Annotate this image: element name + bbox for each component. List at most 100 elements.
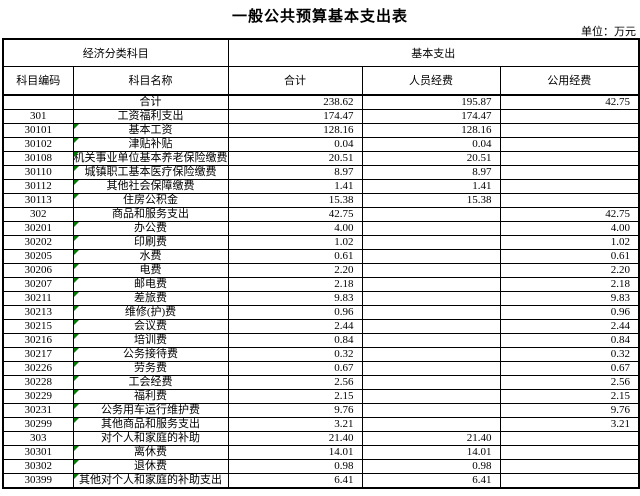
page-title: 一般公共预算基本支出表 xyxy=(231,9,408,25)
cell-total: 6.41 xyxy=(227,473,363,489)
cell-personnel-expense xyxy=(361,221,501,236)
cell-subject-code xyxy=(2,94,74,110)
table-row: 30216 培训费 0.84 0.84 xyxy=(2,333,640,348)
cell-personnel-expense: 1.41 xyxy=(361,179,501,194)
cell-total: 15.38 xyxy=(227,193,363,208)
table-row: 合计 238.62 195.87 42.75 xyxy=(2,94,640,110)
cell-total: 0.04 xyxy=(227,137,363,152)
table-row: 302 商品和服务支出 42.75 42.75 xyxy=(2,207,640,222)
cell-subject-code: 303 xyxy=(2,431,74,446)
cell-personnel-expense: 8.97 xyxy=(361,165,501,180)
cell-total: 2.15 xyxy=(227,389,363,404)
cell-personnel-expense: 14.01 xyxy=(361,445,501,460)
cell-total: 174.47 xyxy=(227,109,363,124)
cell-public-expense: 3.21 xyxy=(499,417,640,432)
cell-subject-code: 30215 xyxy=(2,319,74,334)
cell-personnel-expense xyxy=(361,333,501,348)
cell-public-expense: 0.84 xyxy=(499,333,640,348)
cell-total: 4.00 xyxy=(227,221,363,236)
cell-subject-code: 30101 xyxy=(2,123,74,138)
cell-public-expense xyxy=(499,137,640,152)
header-subject-name: 科目名称 xyxy=(72,65,229,96)
cell-personnel-expense xyxy=(361,403,501,418)
cell-subject-code: 30229 xyxy=(2,389,74,404)
cell-public-expense xyxy=(499,431,640,446)
cell-total: 21.40 xyxy=(227,431,363,446)
table-row: 30302 退休费 0.98 0.98 xyxy=(2,459,640,474)
cell-personnel-expense: 0.98 xyxy=(361,459,501,474)
cell-flag-triangle-icon xyxy=(74,250,79,255)
cell-subject-code: 30206 xyxy=(2,263,74,278)
table-row: 30112 其他社会保障缴费 1.41 1.41 xyxy=(2,179,640,194)
cell-public-expense: 9.83 xyxy=(499,291,640,306)
cell-subject-name: 印刷费 xyxy=(72,235,229,250)
cell-subject-code: 30108 xyxy=(2,151,74,166)
table-row: 30102 津贴补贴 0.04 0.04 xyxy=(2,137,640,152)
header-subject-code: 科目编码 xyxy=(2,65,74,96)
cell-subject-code: 301 xyxy=(2,109,74,124)
cell-subject-code: 30110 xyxy=(2,165,74,180)
cell-public-expense xyxy=(499,109,640,124)
cell-subject-code: 30217 xyxy=(2,347,74,362)
table-row: 30226 劳务费 0.67 0.67 xyxy=(2,361,640,376)
cell-flag-triangle-icon xyxy=(74,194,79,199)
cell-public-expense: 2.15 xyxy=(499,389,640,404)
table-row: 30202 印刷费 1.02 1.02 xyxy=(2,235,640,250)
cell-subject-name: 办公费 xyxy=(72,221,229,236)
table-row: 30206 电费 2.20 2.20 xyxy=(2,263,640,278)
cell-subject-code: 30231 xyxy=(2,403,74,418)
cell-personnel-expense: 20.51 xyxy=(361,151,501,166)
cell-public-expense xyxy=(499,123,640,138)
cell-personnel-expense: 195.87 xyxy=(361,94,501,110)
cell-flag-triangle-icon xyxy=(74,264,79,269)
cell-flag-triangle-icon xyxy=(74,222,79,227)
cell-personnel-expense xyxy=(361,375,501,390)
cell-public-expense xyxy=(499,193,640,208)
cell-subject-code: 30205 xyxy=(2,249,74,264)
cell-public-expense: 42.75 xyxy=(499,207,640,222)
table-row: 30299 其他商品和服务支出 3.21 3.21 xyxy=(2,417,640,432)
cell-subject-name: 其他社会保障缴费 xyxy=(72,179,229,194)
cell-subject-code: 30302 xyxy=(2,459,74,474)
cell-subject-name: 机关事业单位基本养老保险缴费 xyxy=(72,151,229,166)
cell-public-expense: 9.76 xyxy=(499,403,640,418)
cell-flag-triangle-icon xyxy=(74,278,79,283)
cell-total: 0.61 xyxy=(227,249,363,264)
table-row: 301 工资福利支出 174.47 174.47 xyxy=(2,109,640,124)
cell-personnel-expense xyxy=(361,361,501,376)
cell-flag-triangle-icon xyxy=(74,124,79,129)
cell-subject-code: 30102 xyxy=(2,137,74,152)
cell-subject-name: 水费 xyxy=(72,249,229,264)
cell-personnel-expense xyxy=(361,417,501,432)
cell-total: 42.75 xyxy=(227,207,363,222)
cell-public-expense xyxy=(499,473,640,489)
cell-public-expense: 42.75 xyxy=(499,94,640,110)
cell-personnel-expense xyxy=(361,305,501,320)
cell-flag-triangle-icon xyxy=(74,306,79,311)
cell-public-expense: 0.61 xyxy=(499,249,640,264)
table-row: 30201 办公费 4.00 4.00 xyxy=(2,221,640,236)
table-row: 30101 基本工资 128.16 128.16 xyxy=(2,123,640,138)
cell-subject-code: 30202 xyxy=(2,235,74,250)
header-personnel-expense: 人员经费 xyxy=(361,65,501,96)
cell-public-expense: 0.96 xyxy=(499,305,640,320)
cell-personnel-expense xyxy=(361,347,501,362)
cell-flag-triangle-icon xyxy=(74,418,79,423)
cell-flag-triangle-icon xyxy=(74,236,79,241)
table-row: 30211 差旅费 9.83 9.83 xyxy=(2,291,640,306)
table-row: 30217 公务接待费 0.32 0.32 xyxy=(2,347,640,362)
cell-public-expense xyxy=(499,151,640,166)
cell-public-expense: 2.20 xyxy=(499,263,640,278)
header-public-expense: 公用经费 xyxy=(499,65,640,96)
cell-flag-triangle-icon xyxy=(74,376,79,381)
cell-subject-name: 劳务费 xyxy=(72,361,229,376)
cell-flag-triangle-icon xyxy=(74,166,79,171)
cell-subject-name: 基本工资 xyxy=(72,123,229,138)
cell-personnel-expense: 21.40 xyxy=(361,431,501,446)
cell-subject-code: 30228 xyxy=(2,375,74,390)
cell-subject-name: 公务接待费 xyxy=(72,347,229,362)
cell-subject-name: 福利费 xyxy=(72,389,229,404)
cell-subject-name: 会议费 xyxy=(72,319,229,334)
cell-subject-name: 差旅费 xyxy=(72,291,229,306)
